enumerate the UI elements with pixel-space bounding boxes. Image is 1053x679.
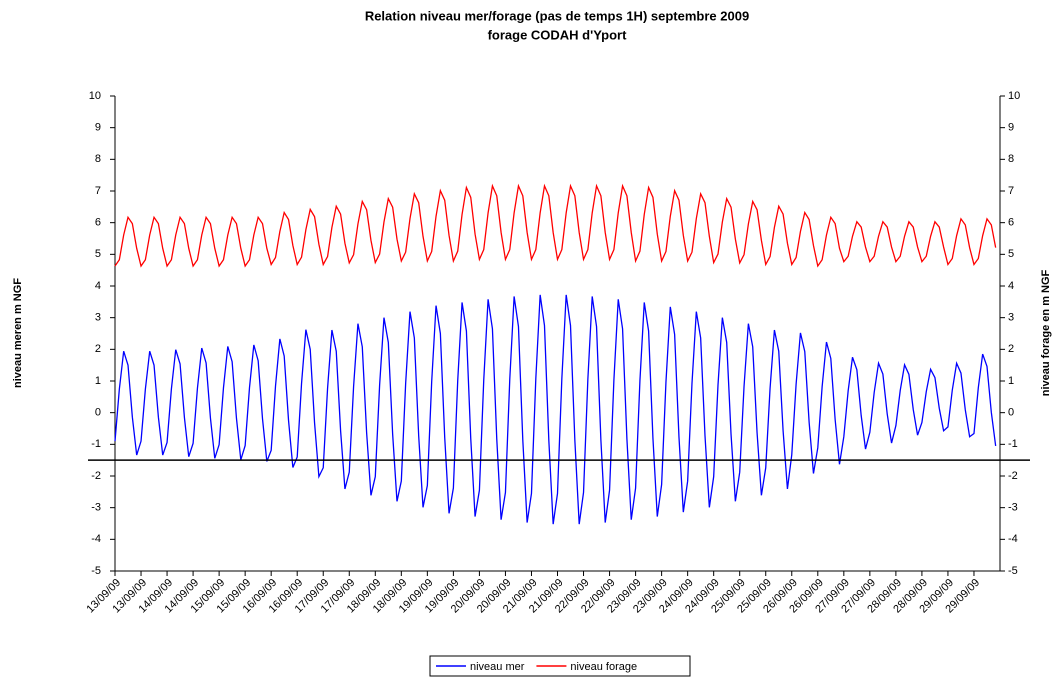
y2-tick-label: 7: [1008, 185, 1014, 197]
y-tick-label: 2: [95, 343, 101, 355]
y-tick-label: 8: [95, 153, 101, 165]
series-line: [114, 183, 997, 268]
y2-tick-label: -3: [1008, 502, 1018, 514]
y-tick-label: -2: [91, 470, 101, 482]
y2-tick-label: -4: [1008, 533, 1018, 545]
chart-subtitle: forage CODAH d'Yport: [488, 27, 628, 42]
y-tick-label: -5: [91, 565, 101, 577]
y2-tick-label: -1: [1008, 438, 1018, 450]
y2-tick-label: -2: [1008, 470, 1018, 482]
y2-tick-label: 10: [1008, 90, 1020, 102]
y2-tick-label: 6: [1008, 217, 1014, 229]
y-tick-label: 6: [95, 217, 101, 229]
y2-tick-label: 0: [1008, 407, 1014, 419]
y-tick-label: 7: [95, 185, 101, 197]
y2-tick-label: 2: [1008, 343, 1014, 355]
y-tick-label: 0: [95, 407, 101, 419]
y-tick-label: -3: [91, 502, 101, 514]
y-tick-label: 10: [89, 90, 101, 102]
y-tick-label: 1: [95, 375, 101, 387]
y-tick-label: -1: [91, 438, 101, 450]
y-tick-label: 5: [95, 248, 101, 260]
series-line: [114, 294, 997, 525]
y2-tick-label: 4: [1008, 280, 1014, 292]
y2-tick-label: 5: [1008, 248, 1014, 260]
y-tick-label: 4: [95, 280, 101, 292]
y2-tick-label: 9: [1008, 122, 1014, 134]
y2-tick-label: 1: [1008, 375, 1014, 387]
y-tick-label: -4: [91, 533, 101, 545]
y2-axis-title: niveau forage en m NGF: [1040, 269, 1052, 396]
legend-label: niveau forage: [570, 661, 637, 673]
y-tick-label: 3: [95, 312, 101, 324]
y2-tick-label: -5: [1008, 565, 1018, 577]
y-tick-label: 9: [95, 122, 101, 134]
y2-tick-label: 8: [1008, 153, 1014, 165]
chart-title: Relation niveau mer/forage (pas de temps…: [365, 8, 749, 23]
y-axis-title: niveau meren m NGF: [12, 278, 24, 388]
legend-label: niveau mer: [470, 661, 525, 673]
y2-tick-label: 3: [1008, 312, 1014, 324]
